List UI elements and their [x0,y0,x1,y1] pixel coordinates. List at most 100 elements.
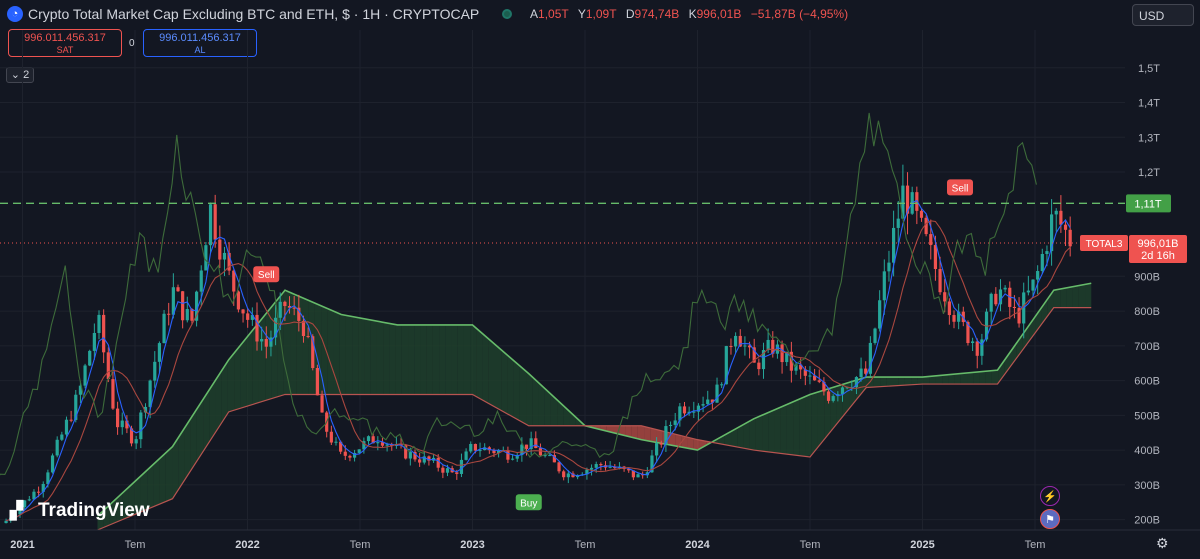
candle-body [682,406,687,414]
candle-body [845,387,849,389]
buy-button[interactable]: 996.011.456.317 AL [143,29,257,57]
y-tick-label: 400B [1134,445,1160,457]
candle-body [404,445,408,459]
candle-body [715,384,719,403]
current-price-tag [1129,234,1187,263]
cloud-segment [227,353,235,414]
cloud-segment [376,321,384,395]
candle-body [106,352,110,380]
candle-body [329,431,333,443]
candle-body [506,450,510,460]
cloud-segment [1010,342,1017,367]
candle-body [627,468,631,471]
candle-body [92,332,96,351]
candle-body [171,287,175,315]
lightning-icon[interactable]: ⚡ [1040,486,1060,506]
candle-body [264,339,268,347]
candle-body [32,491,36,500]
signal-label: Buy [520,498,537,509]
candle-body [998,289,1003,305]
ohlc-close-value: 996,01B [696,7,742,21]
currency-select[interactable]: USD [1132,4,1194,26]
sell-button[interactable]: 996.011.456.317 SAT [8,29,122,57]
cloud-segment [445,324,452,395]
candle-body [120,420,124,428]
candle-body [88,350,92,366]
cloud-segment [817,390,825,448]
ohlc-change-value: −51,87B (−4,95%) [750,7,849,21]
candle-body [352,452,357,458]
tradingview-logo[interactable]: ▞ TradingView [10,500,150,522]
cloud-segment [451,324,458,395]
cloud-segment [122,487,129,520]
tenkan-line [5,199,1071,522]
candle-body [148,380,152,407]
y-tick-label: 1,2T [1138,167,1160,179]
candle-body [366,436,371,442]
symbol-logo-icon[interactable]: ◔ [7,6,23,22]
cloud-segment [140,470,148,512]
cloud-segment [737,424,744,449]
candle-body [241,309,245,314]
candle-body [780,344,784,363]
candle-body [469,443,473,452]
cloud-segment [426,324,433,395]
cloud-segment [196,399,204,462]
cloud-segment [147,464,154,510]
cloud-segment [513,360,520,421]
candle-body [864,368,868,374]
cloud-segment [631,425,638,439]
cloud-segment [904,377,912,386]
candle-body [4,520,8,524]
candle-body [738,335,742,347]
candle-body [929,234,933,246]
candle-body [167,313,171,315]
cloud-segment [240,337,247,409]
cloud-segment [786,401,794,455]
ohlc-low-key: D [625,7,635,21]
buy-label: AL [194,45,206,55]
candle-body [422,456,426,463]
candle-body [436,457,440,468]
cloud-segment [898,377,905,386]
candle-body [320,395,324,413]
cloud-segment [793,399,800,456]
cloud-segment [333,311,340,395]
candle-body [55,439,59,456]
candle-body [69,419,73,421]
candle-body [301,320,306,337]
cloud-segment [731,427,738,448]
cloud-segment [1016,334,1023,358]
cloud-segment [954,373,961,385]
flag-icon[interactable]: ⚑ [1040,509,1060,529]
cloud-segment [923,376,930,385]
candle-body [459,459,464,474]
candle-body [269,337,273,347]
candle-body [334,441,338,443]
resistance-price-label: 1,11T [1134,198,1162,210]
cloud-segment [495,344,502,411]
cloud-segment [172,437,179,499]
candle-body [892,227,896,263]
candle-body [115,408,120,428]
cloud-segment [1029,316,1036,342]
candle-body [50,455,55,473]
candle-body [984,311,989,340]
y-tick-label: 600B [1134,376,1160,388]
candle-body [315,368,320,396]
cloud-segment [960,372,968,385]
gear-icon[interactable]: ⚙ [1156,535,1169,551]
chart-header: ◔ Crypto Total Market Cap Excluding BTC … [0,0,1200,30]
market-status-icon[interactable] [502,9,512,19]
cloud-segment [538,382,545,426]
candle-body [752,347,756,363]
candle-body [794,364,798,371]
symbol-title[interactable]: Crypto Total Market Cap Excluding BTC an… [28,6,480,22]
cloud-segment [917,376,924,385]
x-tick-label: 2021 [10,539,34,551]
candle-body [97,314,101,333]
cloud-segment [277,291,284,397]
cloud-segment [221,360,228,423]
y-tick-label: 200B [1134,515,1160,527]
